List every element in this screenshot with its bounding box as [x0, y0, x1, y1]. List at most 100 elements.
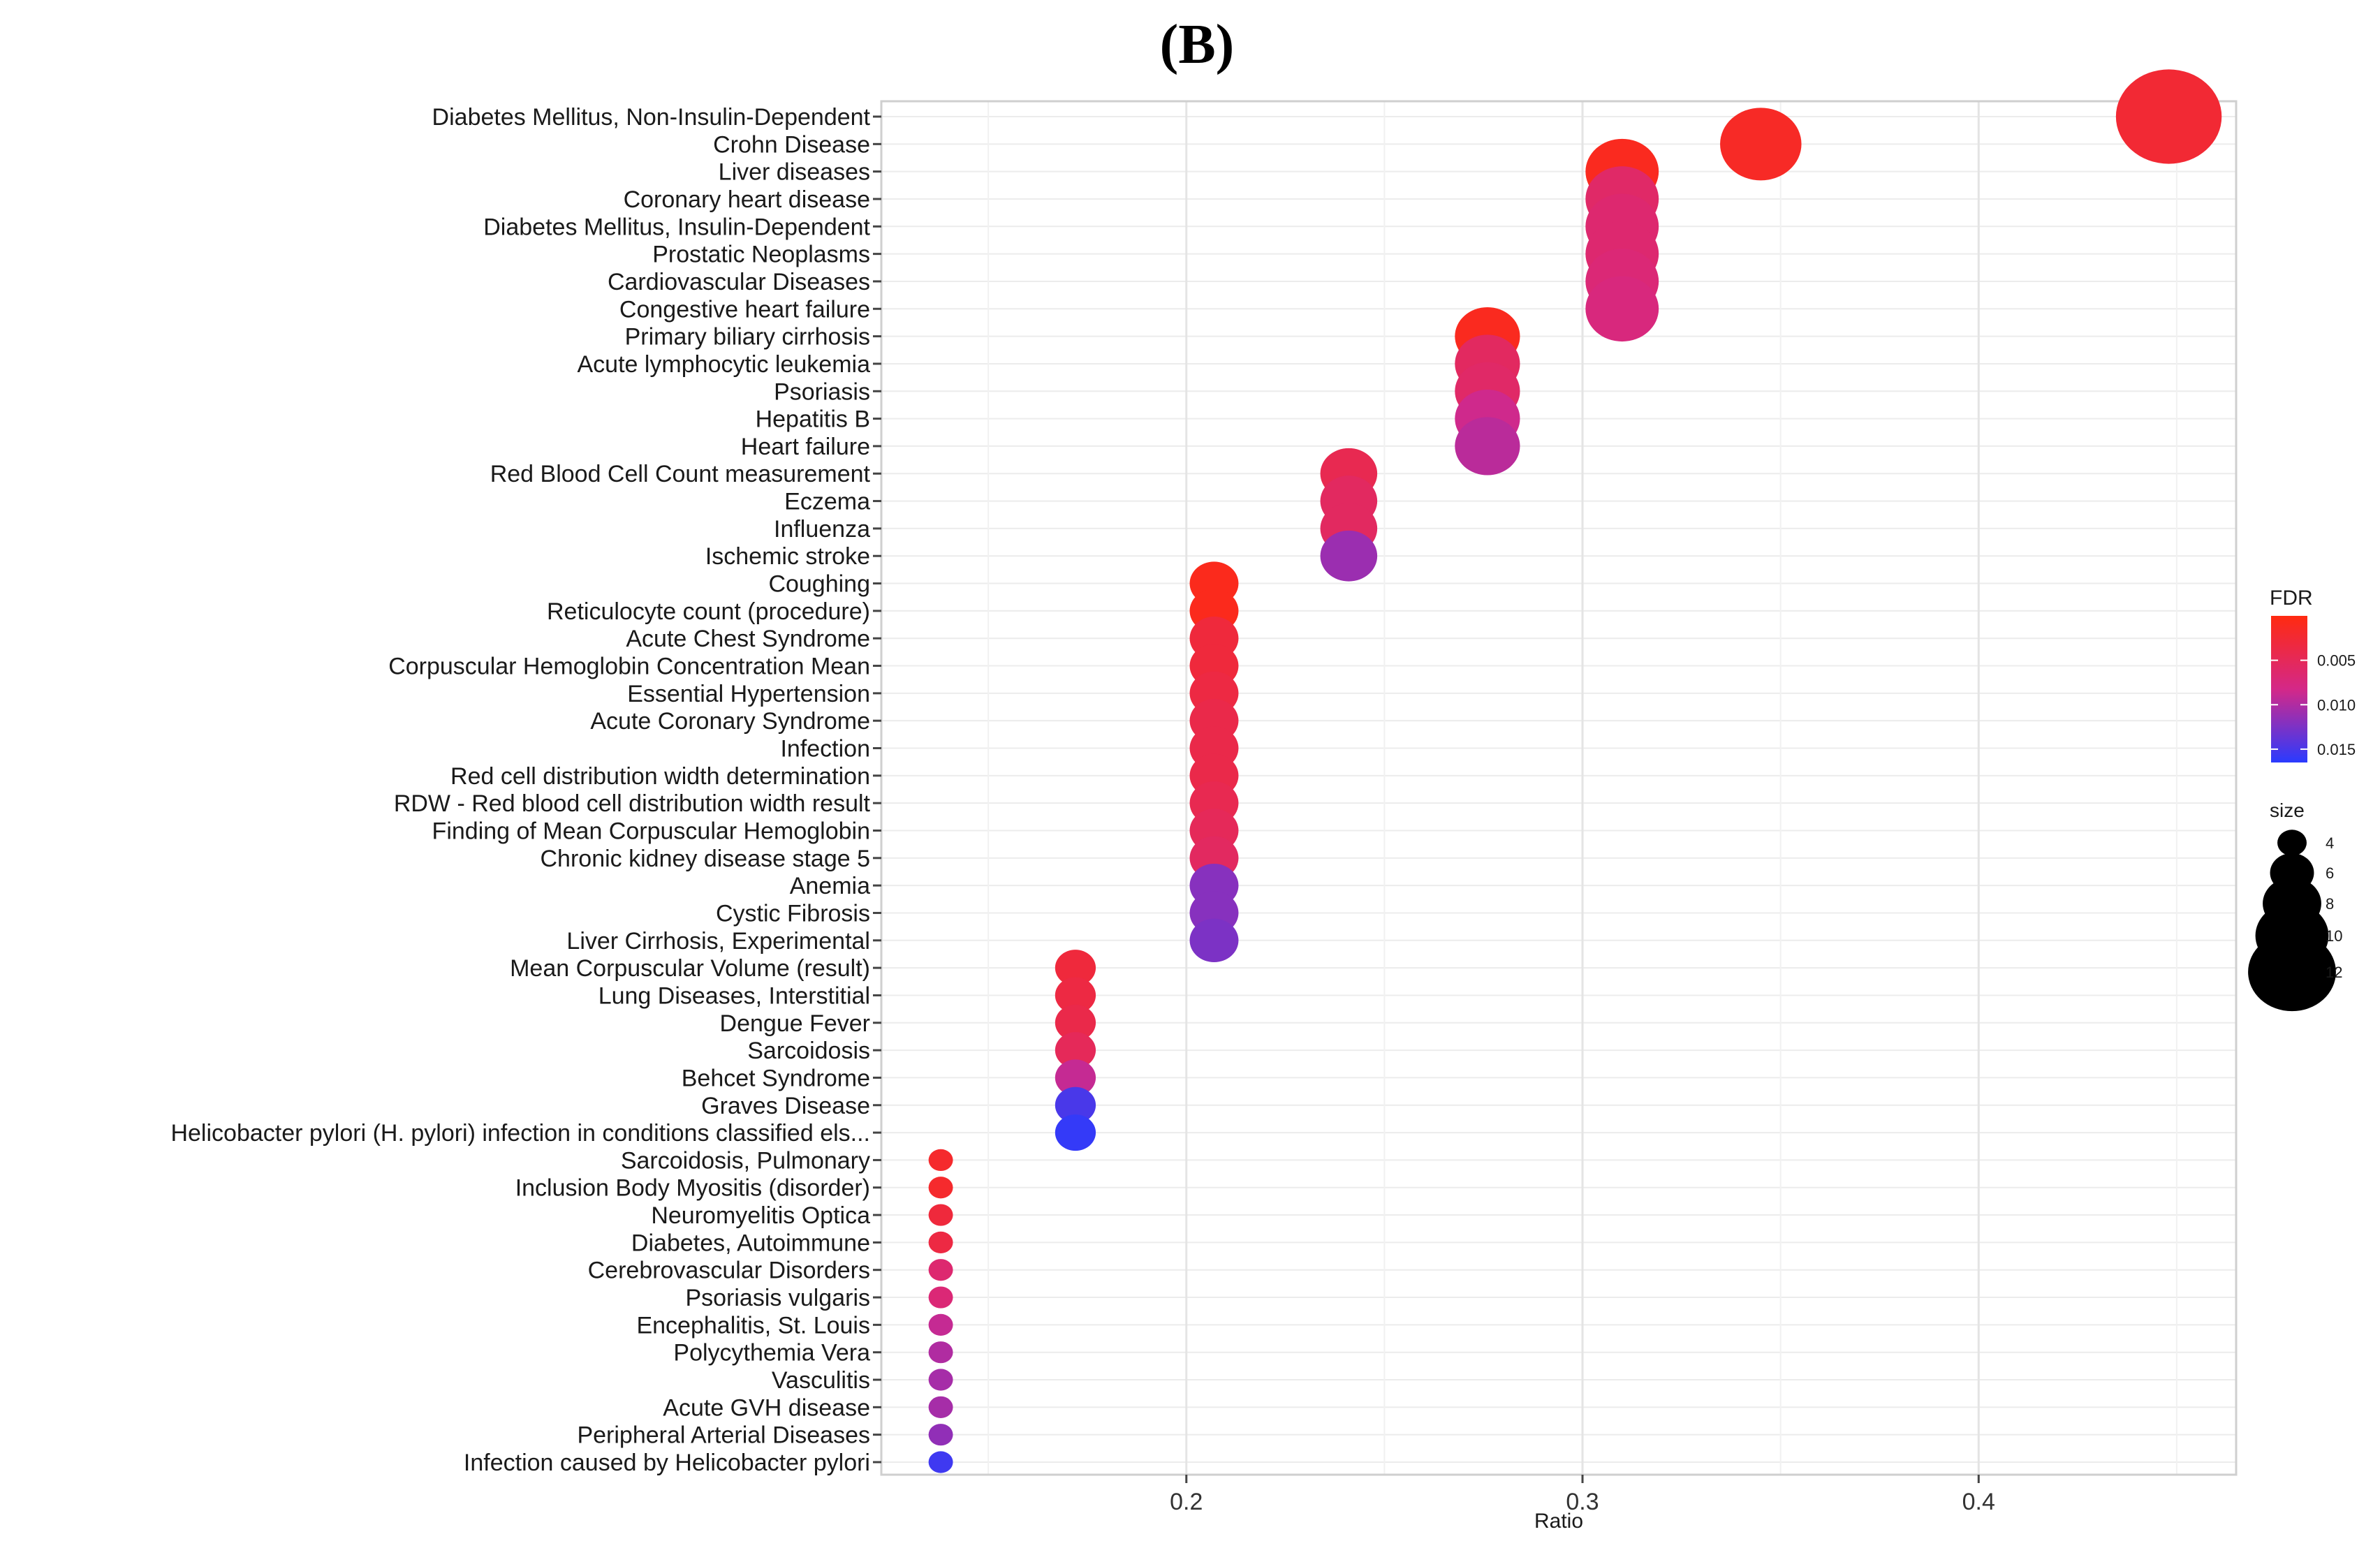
y-category-label: Cerebrovascular Disorders [588, 1258, 870, 1284]
y-category-label: Ischemic stroke [705, 543, 870, 570]
fdr-legend-label: 0.005 [2317, 652, 2356, 670]
x-tick-label: 0.3 [1566, 1489, 1599, 1515]
fdr-legend-label: 0.015 [2317, 741, 2356, 758]
y-category-label: Polycythemia Vera [673, 1340, 870, 1366]
size-legend-dot [2277, 830, 2307, 856]
y-category-label: Heart failure [741, 434, 870, 460]
data-point [928, 1341, 953, 1364]
y-category-label: RDW - Red blood cell distribution width … [394, 790, 871, 817]
y-category-label: Liver Cirrhosis, Experimental [566, 928, 870, 955]
plot-panel-border [880, 100, 2238, 1476]
fdr-colorbar [2271, 616, 2307, 762]
data-point [928, 1313, 953, 1336]
data-point [1055, 1114, 1096, 1151]
y-category-label: Encephalitis, St. Louis [636, 1312, 870, 1339]
data-point [1055, 950, 1096, 987]
category-labels: Diabetes Mellitus, Non-Insulin-Dependent… [170, 104, 881, 1476]
y-category-label: Influenza [774, 516, 870, 543]
data-points [928, 69, 2222, 1473]
data-point [1320, 530, 1378, 582]
y-category-label: Vasculitis [772, 1367, 870, 1394]
data-point [1455, 417, 1520, 476]
data-point [1055, 1059, 1096, 1096]
y-category-label: Prostatic Neoplasms [652, 242, 870, 268]
size-legend-label: 6 [2326, 864, 2334, 882]
data-point [928, 1369, 953, 1391]
size-legend-title: size [2270, 799, 2305, 821]
y-category-label: Congestive heart failure [619, 296, 870, 323]
y-category-label: Psoriasis [774, 378, 870, 405]
y-category-label: Neuromyelitis Optica [651, 1202, 870, 1229]
y-category-label: Liver diseases [719, 159, 870, 186]
axis-ticks: 0.2 0.3 0.4 [1170, 1475, 1995, 1515]
y-category-label: Crohn Disease [713, 131, 870, 158]
y-category-label: Graves Disease [701, 1093, 870, 1119]
y-category-label: Mean Corpuscular Volume (result) [510, 955, 870, 982]
fdr-legend-label: 0.010 [2317, 696, 2356, 714]
y-category-label: Cystic Fibrosis [716, 900, 870, 927]
y-category-label: Sarcoidosis [747, 1038, 870, 1064]
size-legend-label: 4 [2326, 834, 2334, 852]
y-category-label: Diabetes Mellitus, Non-Insulin-Dependent [432, 104, 871, 131]
y-category-label: Diabetes Mellitus, Insulin-Dependent [483, 214, 870, 240]
y-category-label: Primary biliary cirrhosis [625, 324, 870, 351]
data-point [928, 1286, 953, 1309]
data-point [1585, 276, 1659, 342]
y-category-label: Red Blood Cell Count measurement [490, 461, 871, 487]
size-legend-dot [2248, 932, 2336, 1012]
data-point [928, 1424, 953, 1446]
y-category-label: Finding of Mean Corpuscular Hemoglobin [432, 818, 870, 844]
data-point [1189, 918, 1239, 962]
y-category-label: Anemia [790, 873, 870, 899]
x-tick-label: 0.4 [1962, 1489, 1995, 1515]
y-category-label: Reticulocyte count (procedure) [547, 598, 870, 625]
y-category-label: Cardiovascular Diseases [608, 269, 870, 295]
y-category-label: Essential Hypertension [627, 681, 870, 707]
y-category-label: Red cell distribution width determinatio… [450, 763, 870, 790]
y-category-label: Psoriasis vulgaris [685, 1285, 870, 1311]
y-category-label: Hepatitis B [756, 406, 870, 433]
y-category-label: Helicobacter pylori (H. pylori) infectio… [170, 1120, 870, 1147]
data-point [1055, 1004, 1096, 1041]
data-point [928, 1231, 953, 1253]
data-point [1055, 1086, 1096, 1123]
fdr-legend-title: FDR [2270, 587, 2313, 610]
x-tick-label: 0.2 [1170, 1489, 1203, 1515]
data-point [1055, 977, 1096, 1014]
y-category-label: Lung Diseases, Interstitial [598, 982, 870, 1009]
y-category-label: Peripheral Arterial Diseases [577, 1422, 870, 1449]
y-category-label: Acute Chest Syndrome [626, 626, 870, 652]
y-category-label: Diabetes, Autoimmune [631, 1230, 870, 1256]
y-category-label: Acute lymphocytic leukemia [577, 351, 870, 378]
y-category-label: Infection caused by Helicobacter pylori [464, 1450, 870, 1476]
data-point [928, 1259, 953, 1281]
y-category-label: Eczema [784, 489, 870, 515]
y-category-label: Infection [780, 736, 870, 762]
size-legend-label: 8 [2326, 895, 2334, 913]
y-category-label: Acute Coronary Syndrome [590, 708, 870, 735]
y-category-label: Coronary heart disease [624, 186, 870, 213]
y-category-label: Sarcoidosis, Pulmonary [621, 1147, 870, 1174]
data-point [928, 1451, 953, 1473]
y-category-label: Inclusion Body Myositis (disorder) [515, 1175, 870, 1202]
data-point [2115, 69, 2222, 164]
panel-label: (B) [1160, 14, 1235, 75]
y-category-label: Behcet Syndrome [682, 1065, 870, 1091]
size-legend-label: 12 [2326, 964, 2342, 981]
data-point [928, 1177, 953, 1199]
y-category-label: Corpuscular Hemoglobin Concentration Mea… [388, 654, 870, 680]
x-axis-title: Ratio [1534, 1510, 1583, 1533]
data-point [1055, 1032, 1096, 1069]
size-legend-label: 10 [2326, 927, 2342, 945]
data-point [928, 1204, 953, 1226]
data-point [928, 1149, 953, 1172]
data-point [1720, 108, 1802, 181]
y-category-label: Coughing [768, 571, 870, 598]
y-category-label: Chronic kidney disease stage 5 [541, 846, 871, 872]
grid-layer [881, 101, 2236, 1475]
y-category-label: Dengue Fever [720, 1010, 870, 1037]
data-point [928, 1396, 953, 1418]
y-category-label: Acute GVH disease [663, 1394, 870, 1421]
